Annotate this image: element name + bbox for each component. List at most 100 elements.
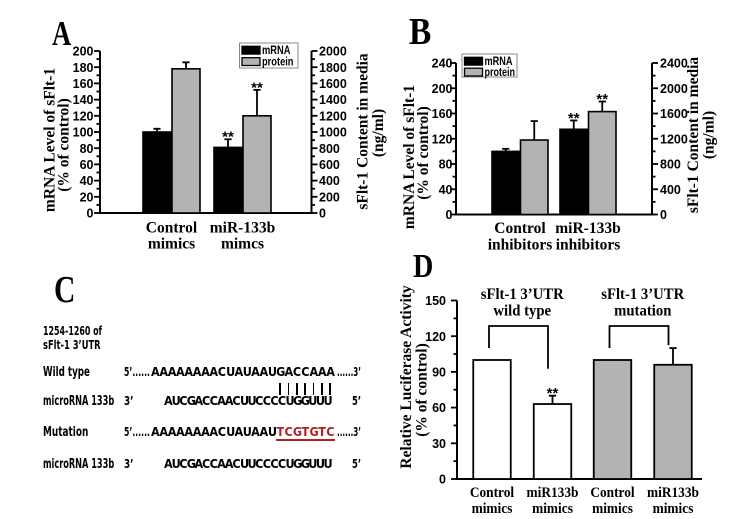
panel-a-letter: A [52,15,72,53]
legend-label: mRNA [485,56,513,68]
y-tick-label: 800 [319,142,340,156]
bar-mRNA [491,150,521,216]
category-label: mimics [148,236,195,253]
y-tick-label: 200 [432,82,453,96]
category-label: Control [590,485,634,501]
y-tick-label: 2000 [319,45,347,59]
bar [592,359,633,480]
y-tick-label: 1000 [319,126,347,140]
group-label: mutation [614,303,672,320]
y-tick-label: 160 [73,77,94,91]
y-tick-label: 0 [439,473,446,487]
y-tick-label: 400 [319,174,340,188]
bar-mRNA [213,146,243,214]
y-tick-label: 0 [446,208,453,222]
panel-b-letter: B [408,11,431,54]
bar-mRNA [559,128,589,216]
bar-protein [587,110,617,216]
significance-marker: ** [596,91,608,108]
y-tick-label: 40 [80,174,94,188]
y-tick-label: 0 [319,207,326,221]
bar [472,359,512,480]
y-tick-label: 2400 [660,57,688,71]
category-label: Control [146,220,198,237]
category-label: miR133b [527,485,579,501]
y-tick-label: 80 [80,142,94,156]
y-axis-title: (% of control) [414,343,431,437]
y-tick-label: 1600 [660,107,688,121]
bar-protein [242,115,272,214]
y-tick-label: 0 [87,207,94,221]
legend-label: protein [262,57,294,69]
y-tick-label: 2000 [660,82,688,96]
category-label: inhibitors [556,237,621,254]
category-label: mimcs [221,236,264,253]
y-tick-label: 600 [319,158,340,172]
legend-swatch [463,56,484,66]
right-axis-title: sFlt-1 Content in media [685,57,702,214]
significance-marker: ** [251,79,263,96]
y-tick-label: 1200 [319,109,347,123]
y-tick-label: 120 [432,132,453,146]
category-label: mimics [592,501,633,517]
panel-d-letter: D [412,247,433,285]
legend-label: mRNA [262,45,291,57]
y-tick-label: 30 [432,437,446,451]
significance-marker: ** [547,385,559,402]
legend-label: protein [485,67,516,79]
group-bracket [608,325,670,348]
y-tick-label: 200 [319,190,340,204]
left-axis-title: (% of control) [415,106,432,200]
group-label: sFlt-1 3’UTR [481,286,565,303]
panel-c-letter: C [53,269,75,311]
right-axis-title: (ng/ml) [370,109,387,157]
category-label: inhibitors [488,237,553,254]
category-label: miR-133b [210,220,275,237]
category-label: miR-133b [555,220,620,237]
legend-swatch [241,45,261,55]
left-axis-title: mRNA Level of sFlt-1 [42,68,59,212]
bar-protein [519,139,549,216]
category-label: mimics [653,501,694,517]
bar-protein [171,68,201,214]
category-label: mimics [472,501,513,517]
y-tick-label: 400 [660,183,681,197]
bar-mRNA [142,131,172,214]
category-label: mimics [532,501,573,517]
y-tick-label: 80 [439,158,453,172]
y-tick-label: 90 [432,366,446,380]
legend-swatch [241,57,261,67]
y-tick-label: 180 [73,61,94,75]
group-label: sFlt-1 3’UTR [601,286,685,303]
y-tick-label: 1200 [660,132,688,146]
significance-marker: ** [222,129,234,146]
y-tick-label: 40 [439,183,453,197]
y-tick-label: 120 [425,330,446,344]
right-axis-title: sFlt-1 Content in media [355,53,372,210]
bar [532,403,573,480]
left-axis-title: mRNA Level of sFlt-1 [401,85,418,229]
y-tick-label: 20 [80,190,94,204]
y-tick-label: 240 [432,57,453,71]
y-axis-title: Relative Luciferase Activity [398,285,415,469]
bar [653,363,693,480]
y-tick-label: 1600 [319,77,347,91]
y-tick-label: 140 [73,93,94,107]
category-label: Control [494,220,546,237]
y-tick-label: 60 [432,401,446,415]
y-tick-label: 1400 [319,93,347,107]
y-tick-label: 200 [73,45,94,59]
y-tick-label: 800 [660,158,681,172]
y-tick-label: 60 [80,158,94,172]
group-label: wild type [493,303,551,320]
group-bracket [488,325,549,369]
right-axis-title: (ng/ml) [701,111,718,159]
left-axis-title: (% of control) [56,98,73,192]
category-label: Control [470,485,514,501]
y-tick-label: 100 [73,126,94,140]
significance-marker: ** [568,110,580,127]
y-tick-label: 160 [432,107,453,121]
legend-swatch [463,67,484,77]
